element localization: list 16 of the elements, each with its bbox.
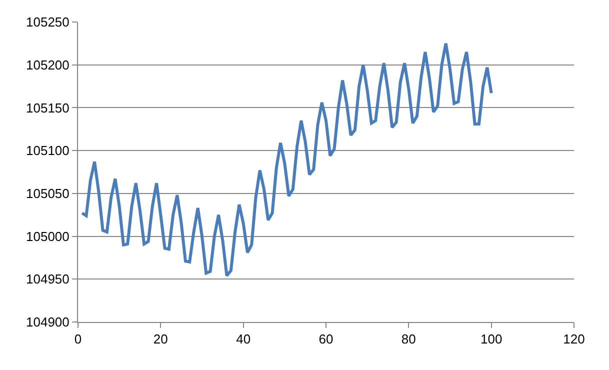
x-tick-label: 40 [236, 332, 251, 347]
y-tick-label: 104950 [26, 272, 70, 287]
x-tick-label: 120 [563, 332, 585, 347]
x-tick-label: 60 [318, 332, 334, 347]
x-tick-label: 20 [153, 332, 168, 347]
x-tick-label: 80 [401, 332, 416, 347]
x-tick-label: 100 [480, 332, 502, 347]
line-series [80, 42, 493, 278]
x-tick-label: 0 [74, 332, 82, 347]
y-tick-label: 105100 [26, 143, 70, 158]
y-tick-label: 105250 [26, 14, 70, 30]
y-tick-label: 105000 [26, 228, 70, 244]
y-tick-label: 104900 [26, 314, 70, 330]
y-tick-label: 105150 [26, 100, 70, 116]
y-tick-label: 105050 [26, 186, 70, 201]
y-tick-label: 105200 [26, 57, 70, 72]
